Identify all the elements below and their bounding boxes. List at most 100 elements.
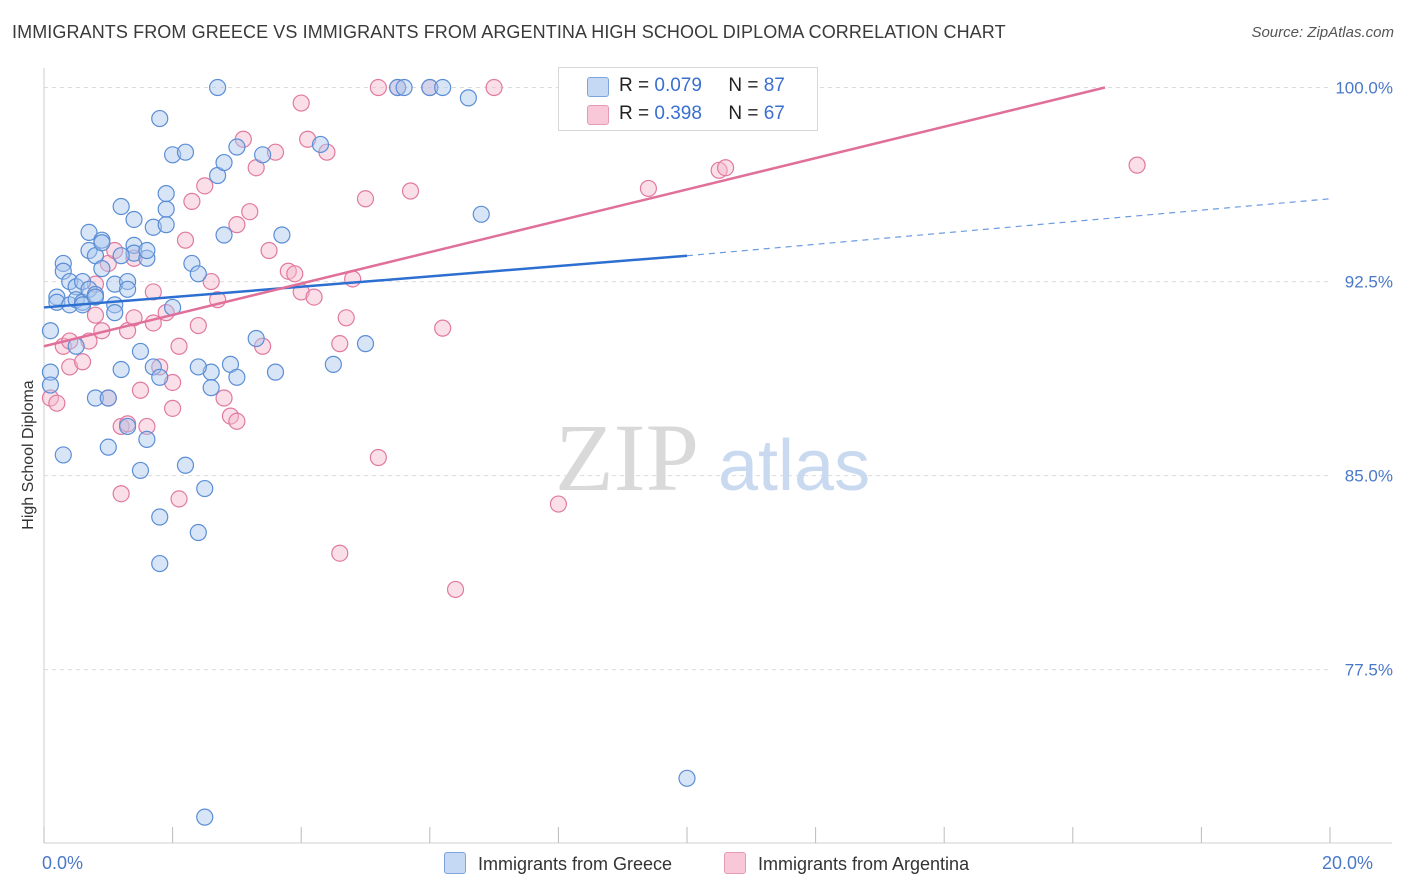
greece-point	[54, 262, 72, 280]
argentina-point	[292, 94, 310, 112]
argentina-point	[189, 316, 207, 335]
greece-point	[389, 78, 407, 97]
greece-n-value: 87	[763, 75, 785, 96]
greece-point	[209, 78, 227, 97]
greece-point	[356, 335, 375, 353]
greece-point	[41, 376, 60, 394]
argentina-r-label: R =	[619, 103, 650, 124]
greece-r-value: 0.079	[654, 75, 702, 96]
argentina-point	[202, 272, 220, 291]
argentina-point	[144, 283, 162, 301]
greece-trend-extension	[686, 198, 1331, 257]
greece-point	[112, 247, 130, 265]
greece-point	[125, 210, 143, 229]
argentina-point	[183, 192, 201, 210]
argentina-legend-swatch	[724, 852, 746, 874]
legend-item-argentina[interactable]: Immigrants from Argentina	[724, 852, 969, 875]
greece-point	[112, 360, 130, 379]
watermark-zip: ZIP	[555, 404, 699, 511]
y-axis-label: High School Diploma	[20, 380, 37, 530]
argentina-point	[48, 394, 66, 412]
argentina-point	[331, 544, 349, 562]
greece-point	[131, 342, 150, 361]
greece-point	[472, 205, 490, 223]
greece-point	[459, 89, 477, 107]
greece-point	[138, 241, 156, 260]
greece-point	[86, 389, 105, 407]
greece-point	[112, 197, 130, 216]
y-tick-label: 77.5%	[1345, 661, 1393, 680]
greece-point	[215, 153, 233, 172]
argentina-point	[337, 309, 355, 327]
argentina-swatch	[587, 105, 609, 125]
x-tick-left: 0.0%	[42, 853, 84, 873]
argentina-point	[331, 335, 349, 353]
argentina-n-label: N =	[728, 103, 759, 124]
greece-point	[41, 322, 60, 340]
argentina-point	[112, 485, 130, 503]
greece-point	[189, 358, 207, 376]
greece-point	[157, 216, 175, 234]
greece-point	[138, 430, 156, 448]
legend-item-greece[interactable]: Immigrants from Greece	[444, 852, 672, 875]
stats-legend: R = 0.079 N = 87 R = 0.398 N = 67	[558, 67, 818, 131]
trend-lines	[43, 86, 1331, 348]
greece-point	[151, 109, 169, 128]
greece-point	[176, 143, 195, 161]
greece-point	[118, 417, 137, 436]
greece-point	[189, 265, 207, 283]
argentina-point	[61, 358, 79, 376]
argentina-point	[86, 306, 105, 324]
greece-point	[151, 554, 169, 573]
greece-swatch	[587, 77, 609, 97]
greece-point	[421, 78, 439, 97]
greece-point	[151, 368, 169, 386]
greece-point	[228, 368, 246, 386]
argentina-point	[356, 190, 375, 208]
y-tick-labels: 77.5% 85.0% 92.5% 100.0%	[1335, 79, 1393, 680]
argentina-point	[170, 490, 188, 508]
greece-point	[311, 135, 330, 154]
argentina-point	[266, 143, 285, 161]
greece-point	[196, 479, 214, 498]
greece-point	[202, 379, 220, 397]
greece-r-label: R =	[619, 75, 650, 96]
argentina-points	[41, 78, 1146, 599]
argentina-r-value: 0.398	[654, 103, 702, 124]
greece-point	[106, 304, 124, 322]
greece-point	[273, 226, 291, 244]
greece-point	[80, 223, 98, 242]
greece-point	[176, 456, 195, 474]
argentina-trend-line	[43, 86, 1106, 348]
greece-point	[131, 461, 150, 480]
greece-legend-label: Immigrants from Greece	[478, 854, 673, 874]
greece-point	[41, 363, 60, 381]
greece-point	[144, 358, 162, 376]
argentina-point	[286, 265, 304, 283]
greece-point	[99, 438, 117, 456]
argentina-point	[369, 448, 387, 467]
argentina-point	[299, 130, 317, 148]
argentina-point	[73, 353, 92, 371]
argentina-point	[170, 337, 188, 355]
argentina-point	[138, 417, 156, 436]
greece-point	[106, 275, 124, 293]
y-tick-label: 85.0%	[1345, 467, 1393, 486]
greece-point	[196, 808, 214, 826]
greece-point	[189, 523, 207, 542]
greece-point	[395, 78, 413, 97]
argentina-n-value: 67	[763, 103, 785, 124]
greece-trend-line	[43, 254, 688, 309]
greece-point	[86, 288, 105, 306]
greece-point	[215, 226, 233, 244]
greece-point	[125, 244, 143, 262]
greece-point	[144, 218, 162, 236]
argentina-point	[639, 179, 658, 198]
argentina-point	[164, 373, 182, 392]
greece-point	[183, 254, 201, 273]
greece-point	[157, 185, 175, 203]
argentina-point	[485, 78, 503, 97]
argentina-point	[196, 177, 214, 195]
greece-point	[118, 280, 137, 298]
